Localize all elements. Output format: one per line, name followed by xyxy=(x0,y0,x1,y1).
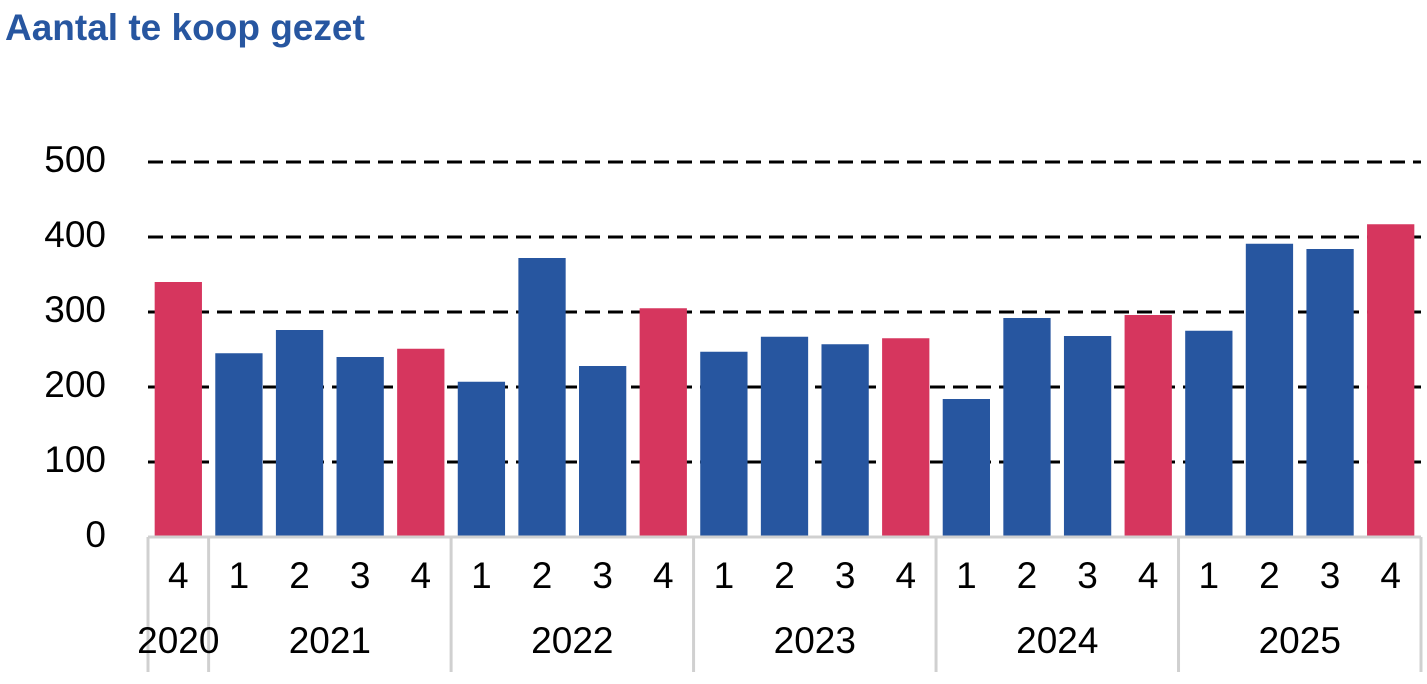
y-tick-label: 0 xyxy=(85,514,106,555)
bar xyxy=(1306,249,1354,537)
bar xyxy=(154,282,202,537)
x-tick-label: 3 xyxy=(592,555,613,596)
bar xyxy=(397,348,445,537)
bar xyxy=(579,366,627,537)
x-tick-label: 4 xyxy=(1380,555,1401,596)
y-tick-label: 300 xyxy=(44,289,106,330)
y-tick-label: 500 xyxy=(44,139,106,180)
year-label: 2023 xyxy=(774,620,856,661)
bar xyxy=(760,336,809,537)
bar xyxy=(942,399,990,537)
bar xyxy=(1003,318,1051,537)
x-tick-label: 2 xyxy=(1017,555,1038,596)
x-tick-label: 4 xyxy=(168,555,189,596)
bar xyxy=(1185,330,1233,537)
bar xyxy=(821,344,869,537)
year-label: 2022 xyxy=(531,620,613,661)
bar xyxy=(336,357,384,537)
year-label: 2020 xyxy=(137,620,219,661)
bar xyxy=(1124,315,1172,537)
bar xyxy=(1063,336,1112,537)
bar xyxy=(882,338,930,537)
x-tick-label: 1 xyxy=(471,555,492,596)
bar xyxy=(215,353,263,537)
x-tick-label: 2 xyxy=(774,555,795,596)
bar xyxy=(1245,243,1294,537)
x-tick-label: 3 xyxy=(350,555,371,596)
x-tick-label: 4 xyxy=(410,555,431,596)
x-tick-label: 4 xyxy=(895,555,916,596)
x-tick-label: 4 xyxy=(653,555,674,596)
x-tick-label: 1 xyxy=(714,555,735,596)
x-tick-label: 2 xyxy=(532,555,553,596)
x-tick-label: 1 xyxy=(1199,555,1220,596)
x-tick-label: 2 xyxy=(289,555,310,596)
bar xyxy=(700,351,748,537)
bar xyxy=(518,258,566,537)
year-label: 2021 xyxy=(289,620,371,661)
x-tick-label: 4 xyxy=(1138,555,1159,596)
x-tick-label: 1 xyxy=(956,555,977,596)
x-tick-label: 3 xyxy=(1077,555,1098,596)
bar xyxy=(1367,224,1415,537)
x-tick-label: 3 xyxy=(1320,555,1341,596)
x-tick-label: 2 xyxy=(1259,555,1280,596)
x-tick-label: 3 xyxy=(835,555,856,596)
bar xyxy=(639,308,687,537)
y-tick-label: 100 xyxy=(44,439,106,480)
chart-title: Aantal te koop gezet xyxy=(5,7,365,48)
x-tick-label: 1 xyxy=(229,555,250,596)
bar xyxy=(275,330,324,537)
y-tick-label: 400 xyxy=(44,214,106,255)
year-label: 2025 xyxy=(1259,620,1341,661)
y-tick-label: 200 xyxy=(44,364,106,405)
bar xyxy=(457,381,506,537)
year-label: 2024 xyxy=(1016,620,1098,661)
